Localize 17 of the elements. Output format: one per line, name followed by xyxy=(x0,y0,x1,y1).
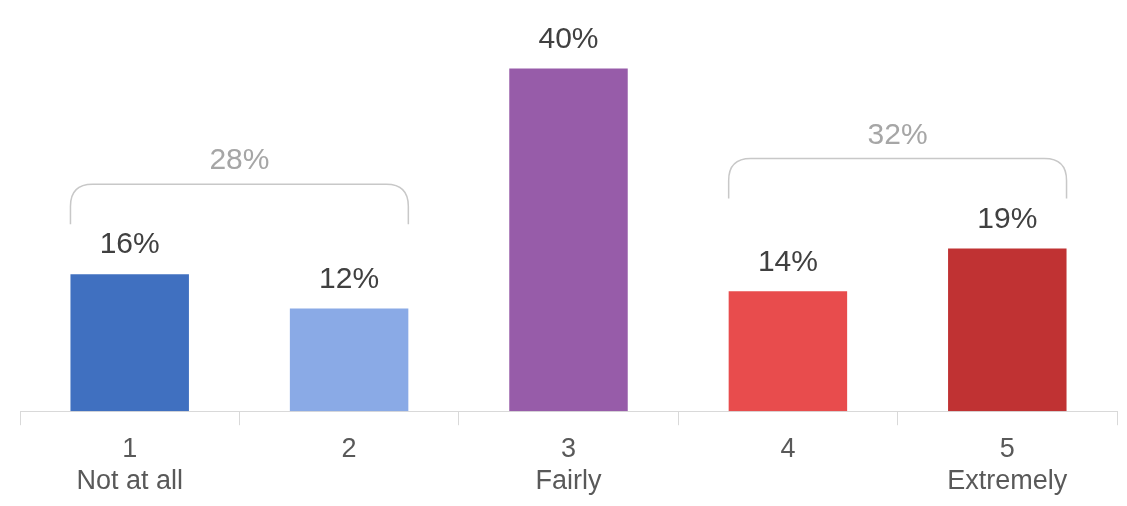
data-label: 16% xyxy=(99,226,160,260)
data-label: 12% xyxy=(319,260,380,294)
x-tick-label: 4 xyxy=(780,432,796,463)
x-tick-label: 5 Extremely xyxy=(947,432,1068,496)
x-tick-label: 1 Not at all xyxy=(76,432,183,496)
x-tick-label: 3 Fairly xyxy=(535,432,602,496)
bar xyxy=(728,291,848,412)
bar xyxy=(289,308,409,412)
data-label: 14% xyxy=(757,243,818,277)
bar xyxy=(509,68,628,412)
data-label: 40% xyxy=(538,20,599,54)
bar xyxy=(70,274,189,412)
data-label: 19% xyxy=(977,200,1038,234)
annotation: 32% xyxy=(867,116,928,150)
annotation: 28% xyxy=(209,142,270,176)
bar xyxy=(948,248,1067,412)
x-tick-label: 2 xyxy=(341,432,357,463)
